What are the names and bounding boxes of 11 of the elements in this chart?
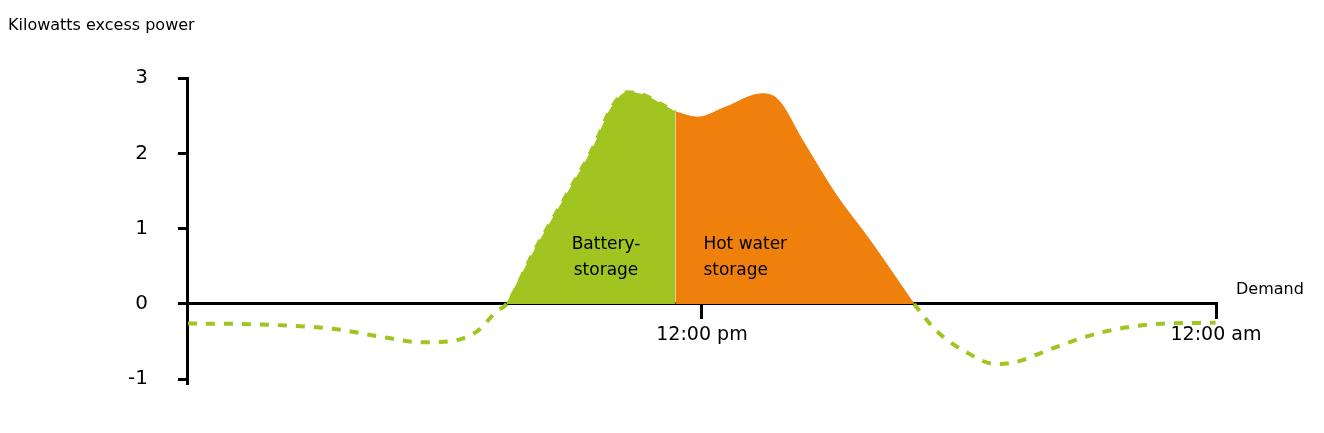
series-label: Hot water storage bbox=[703, 233, 788, 280]
x-tick-label: 12:00 pm bbox=[656, 322, 748, 345]
y-tick-label: 0 bbox=[135, 290, 148, 315]
y-tick-label: -1 bbox=[127, 365, 148, 390]
x-tick-label: 12:00 am bbox=[1170, 322, 1262, 345]
x-axis-title: Demand bbox=[1236, 279, 1304, 299]
y-tick-label: 2 bbox=[135, 139, 148, 164]
series-label: Battery-storage bbox=[571, 232, 641, 279]
y-axis-title: Kilowatts excess power bbox=[8, 15, 196, 35]
y-tick-label: 3 bbox=[135, 64, 148, 89]
y-tick-label: 1 bbox=[135, 214, 148, 239]
